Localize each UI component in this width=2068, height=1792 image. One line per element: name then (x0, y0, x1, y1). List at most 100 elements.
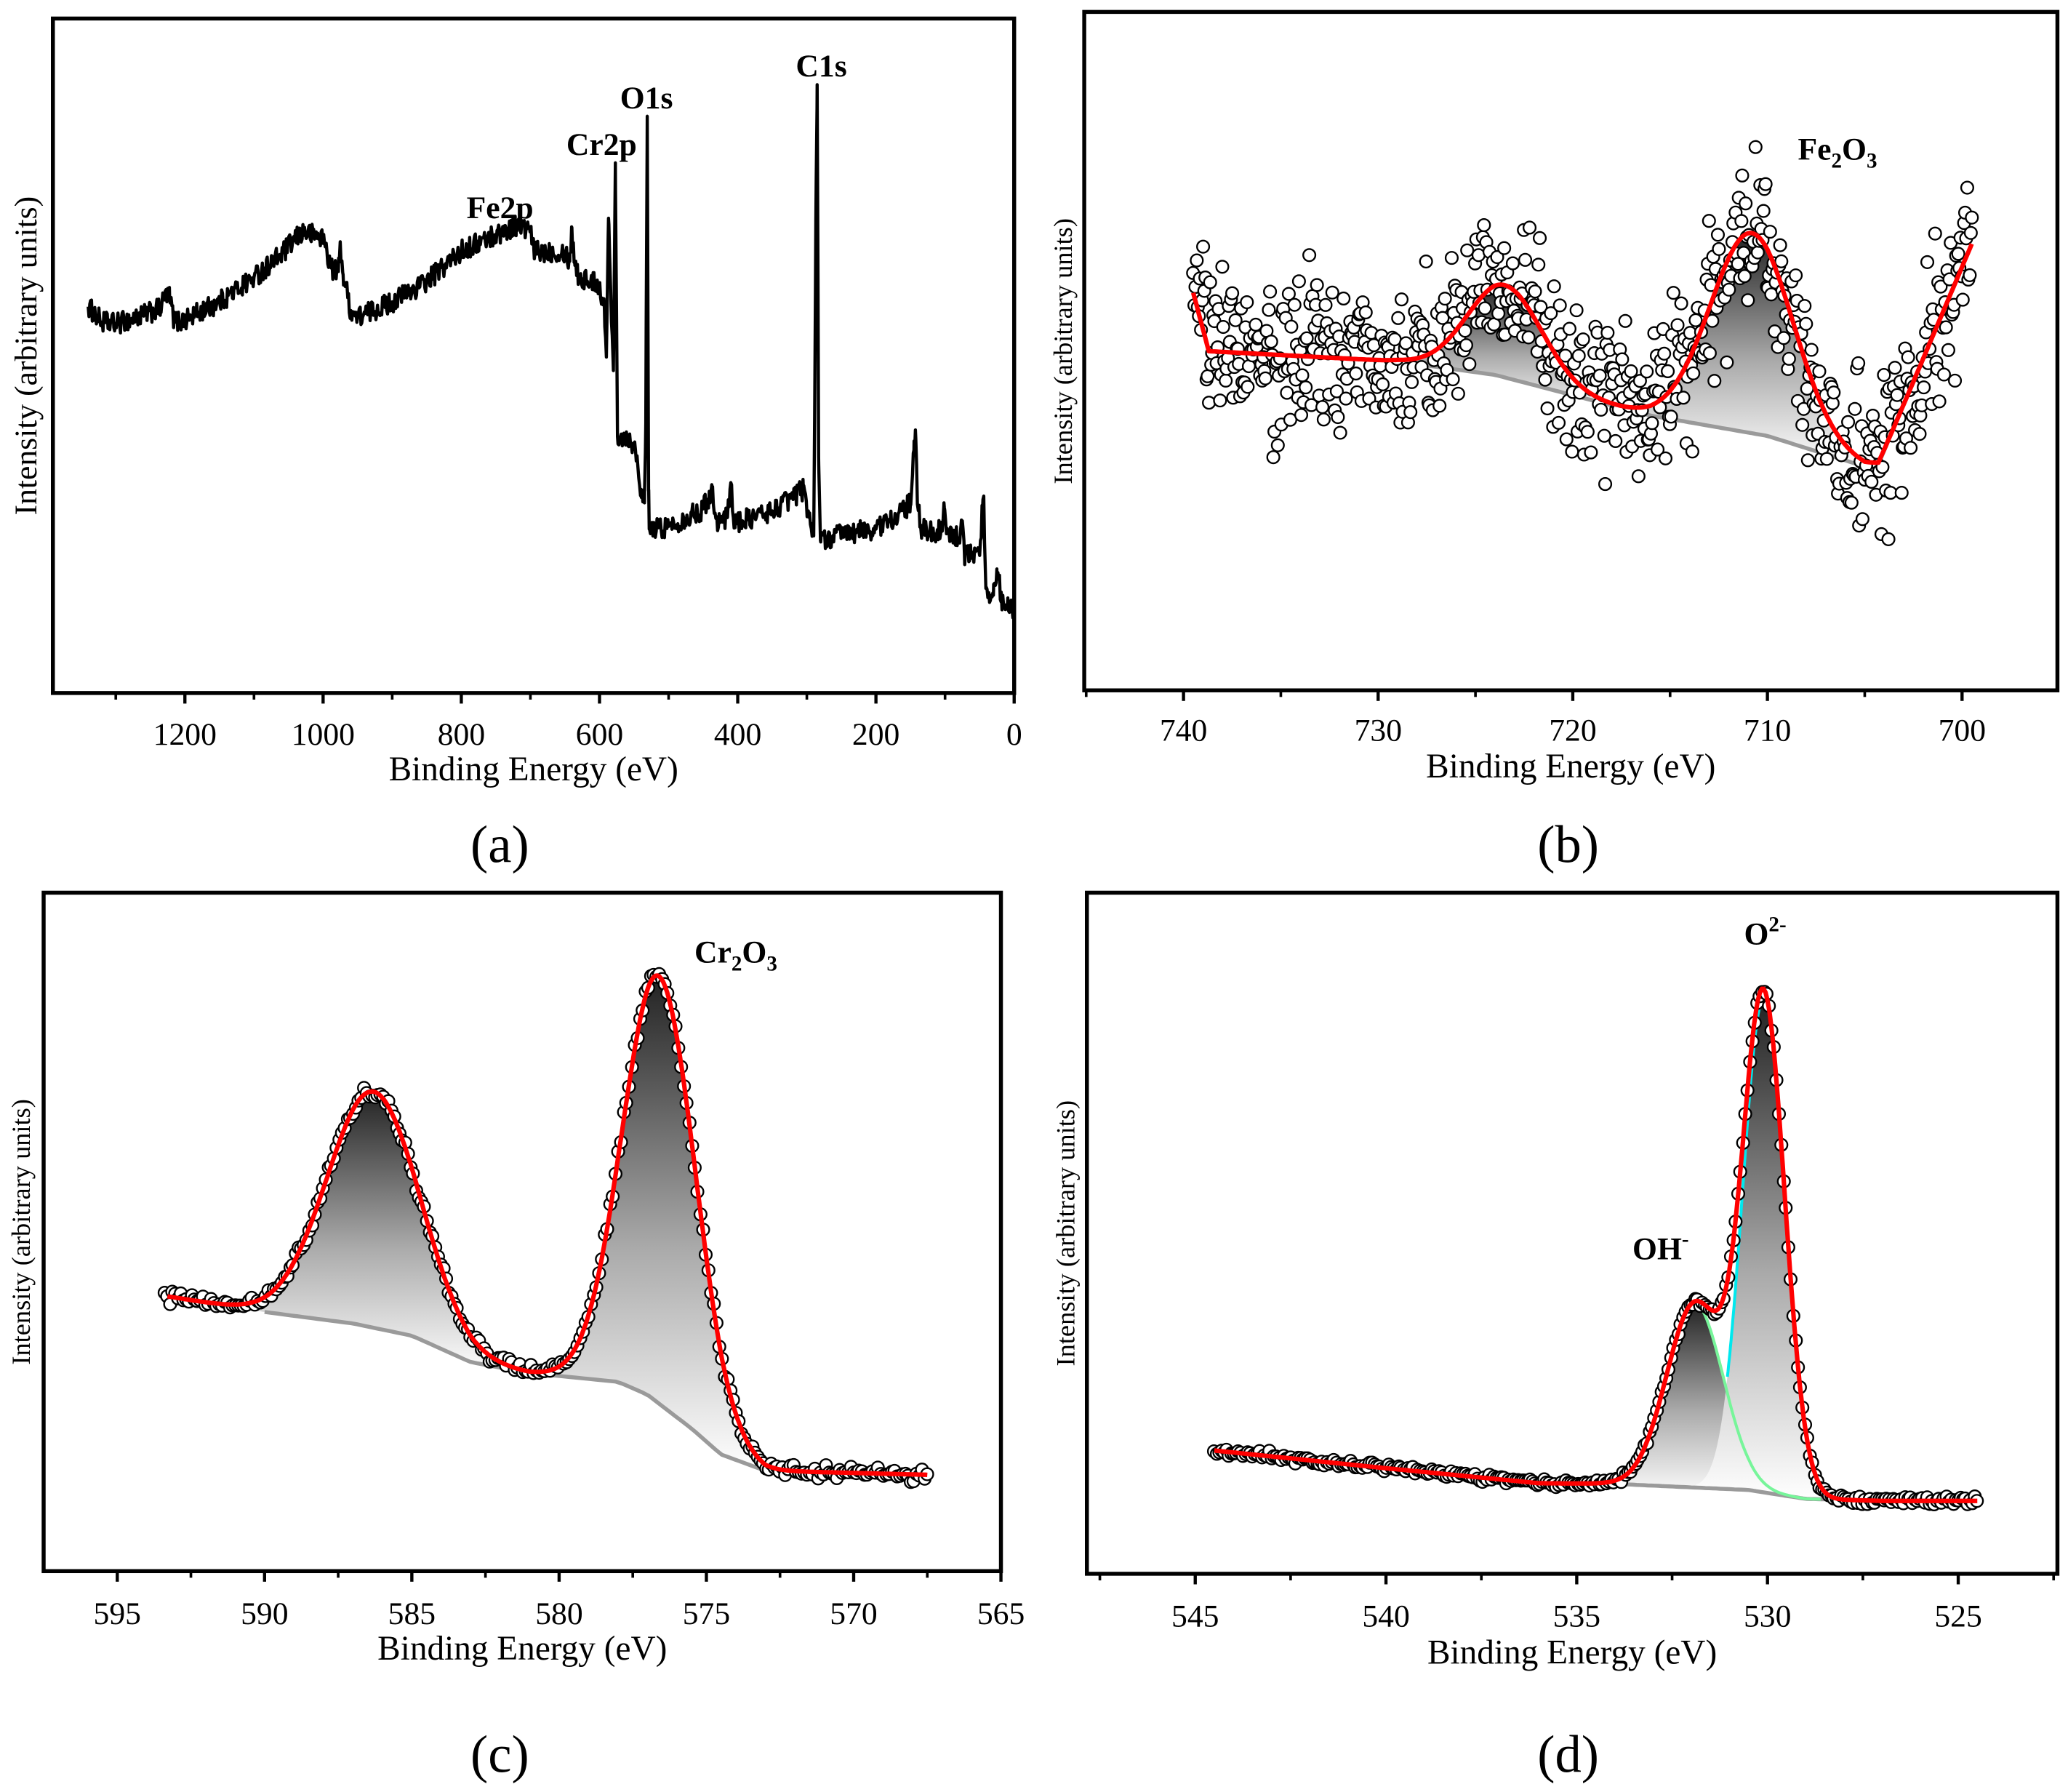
y-axis-title: Intensity (arbitrary units) (7, 1099, 36, 1365)
data-point (1403, 405, 1418, 420)
data-point (1299, 331, 1314, 345)
data-point (1877, 367, 1891, 383)
plot-area (157, 967, 934, 1489)
data-point (1521, 330, 1536, 345)
data-point (1333, 425, 1347, 440)
plot-frame (1085, 890, 2060, 1576)
measured-points (157, 967, 934, 1489)
component-area-Cr2p1/2 (199, 1091, 548, 1375)
fit-envelope-line (1190, 231, 1974, 465)
data-point (1569, 303, 1584, 318)
data-point (1600, 325, 1615, 340)
data-point (1263, 284, 1278, 299)
peak-annotation: O2- (1744, 913, 1786, 951)
x-tick-label: 540 (1362, 1599, 1409, 1634)
data-point (1505, 256, 1520, 271)
data-point (1518, 252, 1533, 267)
x-tick-label: 575 (683, 1596, 730, 1631)
data-point (1478, 301, 1492, 316)
x-tick-label: 740 (1160, 713, 1207, 748)
background-line (1416, 361, 1896, 468)
y-axis-title: Intensity (arbitrary units) (9, 196, 44, 516)
data-point (1375, 377, 1390, 392)
data-point (1597, 428, 1611, 443)
data-point (1776, 331, 1791, 345)
x-axis-title: Binding Energy (eV) (1427, 1634, 1717, 1672)
data-point (1219, 373, 1233, 388)
x-tick-label: 730 (1355, 713, 1402, 748)
data-point (1941, 343, 1955, 357)
panel-label: (c) (470, 1725, 529, 1784)
panel-label: (d) (1537, 1725, 1599, 1784)
annotation-part: 2- (1768, 913, 1786, 936)
annotation-part: O1s (620, 81, 673, 116)
data-point (1855, 512, 1869, 527)
data-point (1955, 292, 1970, 307)
data-point (1264, 335, 1278, 349)
x-tick-label: 580 (535, 1596, 582, 1631)
plot-frame (51, 16, 1017, 695)
data-point (1576, 332, 1590, 347)
component-area-Cr2p3/2 (522, 975, 796, 1472)
x-tick-label: 710 (1744, 713, 1791, 748)
data-point (1559, 432, 1574, 447)
annotation-part: O (1744, 917, 1768, 952)
data-point (1336, 291, 1351, 305)
x-tick-label: 525 (1934, 1599, 1981, 1634)
data-point (1458, 324, 1472, 338)
data-point (1741, 293, 1755, 308)
data-point (1349, 366, 1363, 381)
data-point (1920, 255, 1935, 269)
annotation-part: Fe2p (467, 191, 534, 225)
peak-annotation: C1s (795, 49, 846, 84)
annotation-part: O (1842, 132, 1867, 167)
x-axis-title: Binding Energy (eV) (377, 1630, 667, 1668)
data-point (1477, 217, 1491, 233)
data-point (1558, 348, 1573, 363)
series-line-survey (87, 83, 1015, 620)
data-point (1339, 391, 1353, 406)
data-point (1844, 495, 1859, 510)
data-point (1789, 268, 1803, 283)
data-point (1812, 364, 1827, 379)
data-point (1800, 453, 1815, 468)
data-point (1540, 401, 1555, 416)
data-point (1827, 385, 1841, 400)
data-point (1841, 415, 1856, 429)
data-point (1190, 253, 1204, 268)
data-point (1552, 298, 1567, 313)
data-point (1547, 279, 1561, 294)
data-point (1881, 532, 1896, 546)
data-point (1228, 313, 1243, 327)
plot-area (87, 83, 1015, 620)
data-point (1904, 441, 1918, 455)
data-point (1404, 375, 1419, 389)
panel-label: (b) (1537, 815, 1599, 874)
data-point (1196, 239, 1211, 254)
data-point (1917, 380, 1931, 395)
data-point (1281, 287, 1296, 301)
data-point (1651, 442, 1665, 457)
data-point (1432, 399, 1447, 413)
data-point (1735, 168, 1750, 183)
data-point (1710, 228, 1726, 242)
data-point (1538, 372, 1552, 387)
data-point (1758, 177, 1773, 191)
data-point (1592, 368, 1607, 383)
peak-annotation: Cr2p (566, 127, 637, 162)
data-point (1241, 380, 1255, 394)
data-point (1249, 317, 1263, 332)
data-point (1329, 384, 1344, 399)
data-point (1947, 373, 1963, 388)
data-point (1632, 374, 1647, 388)
x-tick-label: 0 (1006, 717, 1022, 752)
data-point (1532, 231, 1547, 245)
data-point (1358, 305, 1373, 320)
data-point (1394, 292, 1409, 307)
data-point (1674, 296, 1688, 311)
data-point (1658, 451, 1673, 465)
data-point (1756, 204, 1771, 218)
data-point (1459, 338, 1473, 353)
annotation-part: 3 (1867, 150, 1877, 173)
